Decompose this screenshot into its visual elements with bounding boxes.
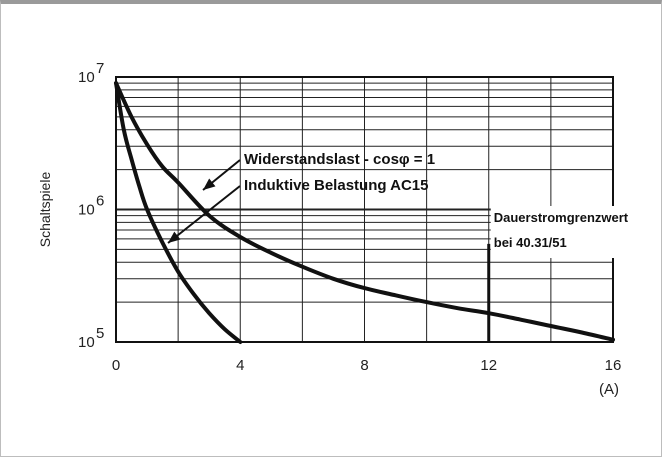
x-tick-label: 8 [360,357,368,374]
arrow-head [168,231,181,243]
limit-label-line2: bei 40.31/51 [494,235,567,250]
x-tick-label: 12 [480,357,497,374]
limit-label-background [490,206,657,258]
arrow-shaft [167,185,241,244]
x-tick-labels: 0 4 8 12 16 [112,357,622,374]
arrow-resistive [202,159,241,191]
y-tick-label: 107 [78,60,104,86]
y-tick-base: 10 [78,202,95,219]
y-tick-exponent: 7 [96,60,104,77]
series [114,81,615,344]
x-tick-label: 4 [236,357,244,374]
series-label-resistive: Widerstandslast - cosφ = 1 [244,151,435,168]
series-label-inductive: Induktive Belastung AC15 [244,177,428,194]
x-tick-label: 0 [112,357,120,374]
arrow-inductive [167,185,241,244]
limit-label-line1: Dauerstromgrenzwert [494,210,629,225]
x-unit-label: (A) [599,381,619,398]
y-axis-label: Schaltspiele [37,172,53,248]
y-tick-exponent: 6 [96,193,104,210]
series-line-inductive [114,81,243,344]
y-tick-base: 10 [78,69,95,86]
y-tick-exponent: 5 [96,325,104,342]
grid [116,77,613,342]
series-line-resistive [114,81,615,342]
y-tick-label: 105 [78,325,104,351]
y-tick-base: 10 [78,334,95,351]
x-tick-label: 16 [605,357,622,374]
arrow-head [203,178,216,190]
arrows [167,159,241,244]
y-tick-label: 106 [78,193,104,219]
